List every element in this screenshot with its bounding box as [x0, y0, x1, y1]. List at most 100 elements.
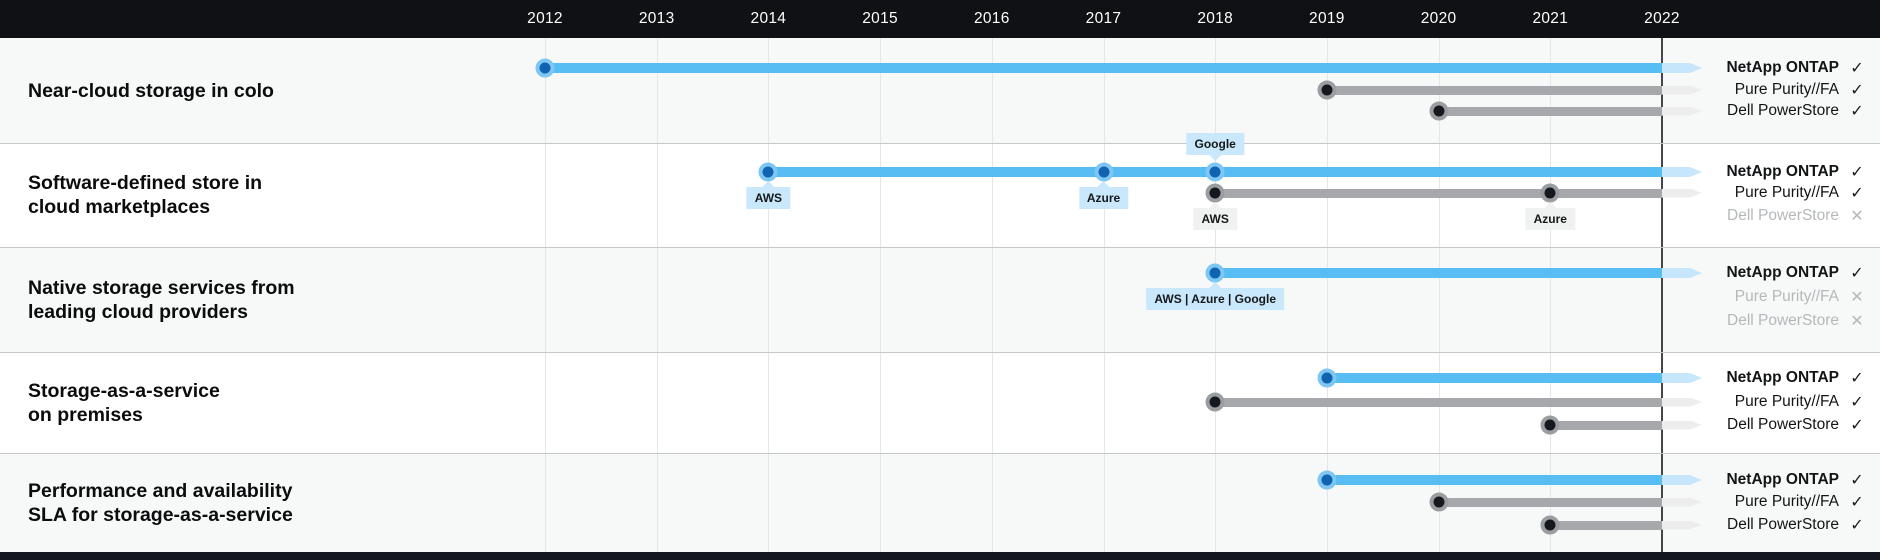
timeline-bar-arrow-tail	[1662, 497, 1702, 507]
grid-line	[545, 38, 546, 552]
vendor-status: Dell PowerStore ✕	[1727, 206, 1866, 226]
grid-line	[880, 38, 882, 552]
timeline-bar-arrow-tail	[1662, 106, 1702, 116]
vendor-status: Dell PowerStore ✓	[1727, 515, 1866, 535]
status-check-icon: ✓	[1850, 394, 1864, 411]
milestone-dot	[1429, 492, 1449, 512]
timeline-bar-competitor	[1550, 420, 1662, 430]
milestone-dot	[1540, 515, 1560, 535]
timeline-bar-competitor	[1215, 188, 1662, 198]
vendor-status: Pure Purity//FA ✓	[1735, 492, 1866, 512]
vendor-status: Pure Purity//FA ✓	[1735, 392, 1866, 412]
year-label: 2013	[638, 10, 675, 27]
grid-line	[1438, 38, 1440, 552]
vendor-status: Dell PowerStore ✕	[1727, 311, 1866, 331]
milestone-tag-pointer	[1209, 155, 1222, 161]
timeline-bar-netapp	[1215, 268, 1662, 278]
status-check-icon: ✓	[1850, 60, 1864, 77]
milestone-tag-pointer	[1209, 282, 1222, 288]
timeline-bar-netapp	[1326, 373, 1662, 383]
milestone-tag: Azure	[1078, 181, 1129, 209]
status-cross-icon: ✕	[1850, 208, 1864, 225]
timeline-bar-arrow-tail	[1662, 268, 1702, 278]
year-label: 2017	[1085, 10, 1122, 27]
milestone-tag: AWS	[746, 181, 791, 209]
status-check-icon: ✓	[1850, 517, 1864, 534]
status-check-icon: ✓	[1850, 370, 1864, 387]
milestone-tag-label: Azure	[1525, 208, 1575, 230]
vendor-status: NetApp ONTAP ✓	[1726, 58, 1866, 78]
timeline-bar-competitor	[1326, 85, 1662, 95]
milestone-tag-pointer	[1209, 202, 1222, 208]
milestone-tag-pointer	[762, 181, 775, 187]
milestone-tag-pointer	[1097, 181, 1110, 187]
timeline-bar-arrow-tail	[1662, 397, 1702, 407]
vendor-label: NetApp ONTAP	[1726, 369, 1839, 386]
milestone-tag-label: AWS	[1193, 208, 1237, 230]
year-label: 2021	[1532, 10, 1569, 27]
vendor-label: NetApp ONTAP	[1726, 163, 1839, 180]
milestone-dot	[758, 162, 778, 182]
year-label: 2022	[1644, 10, 1680, 27]
timeline-bar-competitor	[1550, 520, 1662, 530]
year-label: 2016	[973, 10, 1010, 27]
current-year-line	[1661, 38, 1663, 552]
vendor-label: NetApp ONTAP	[1726, 471, 1839, 488]
milestone-dot	[1205, 392, 1225, 412]
vendor-status: Pure Purity//FA ✓	[1735, 80, 1866, 100]
row-title: Near-cloud storage in colo	[28, 79, 274, 102]
timeline-bar-arrow-tail	[1662, 520, 1702, 530]
vendor-label: NetApp ONTAP	[1726, 264, 1839, 281]
row-separator	[0, 143, 1880, 144]
milestone-tag: AWS	[1193, 202, 1237, 230]
vendor-status: Dell PowerStore ✓	[1727, 415, 1866, 435]
status-cross-icon: ✕	[1850, 289, 1864, 306]
milestone-dot	[1205, 162, 1225, 182]
timeline-bar-arrow-tail	[1662, 167, 1702, 177]
footer-bar	[0, 552, 1880, 560]
status-check-icon: ✓	[1850, 164, 1864, 181]
milestone-tag: Google	[1186, 133, 1244, 161]
milestone-dot	[1205, 263, 1225, 283]
vendor-status: Dell PowerStore ✓	[1727, 101, 1866, 121]
milestone-tag-label: AWS	[746, 187, 791, 209]
vendor-status: Pure Purity//FA ✕	[1735, 287, 1866, 307]
row-separator	[0, 247, 1880, 248]
grid-line	[991, 38, 993, 552]
row-background	[0, 247, 1880, 352]
year-label: 2014	[750, 10, 787, 27]
vendor-label: Dell PowerStore	[1727, 207, 1839, 224]
milestone-tag-pointer	[1544, 202, 1557, 208]
year-label: 2015	[862, 10, 898, 27]
milestone-tag-label: Google	[1186, 133, 1244, 155]
grid-line	[768, 38, 770, 552]
status-check-icon: ✓	[1850, 472, 1864, 489]
vendor-label: Pure Purity//FA	[1734, 393, 1839, 410]
status-cross-icon: ✕	[1850, 313, 1864, 330]
milestone-dot	[1540, 183, 1560, 203]
timeline-bar-arrow-tail	[1662, 420, 1702, 430]
milestone-dot	[1429, 101, 1449, 121]
milestone-dot	[535, 58, 555, 78]
timeline-bar-competitor	[1215, 397, 1662, 407]
timeline-bar-arrow-tail	[1662, 373, 1702, 383]
year-label: 2018	[1197, 10, 1234, 27]
timeline-bar-netapp	[1326, 475, 1662, 485]
status-check-icon: ✓	[1850, 103, 1864, 120]
status-check-icon: ✓	[1850, 82, 1864, 99]
row-title: Native storage services from leading clo…	[28, 276, 295, 323]
grid-line	[1326, 38, 1328, 552]
vendor-label: Dell PowerStore	[1727, 102, 1839, 119]
year-label: 2019	[1309, 10, 1345, 27]
timeline-bar-competitor	[1438, 106, 1662, 116]
status-check-icon: ✓	[1850, 185, 1864, 202]
timeline-bar-arrow-tail	[1662, 63, 1702, 73]
vendor-label: Pure Purity//FA	[1734, 288, 1839, 305]
grid-line	[1103, 38, 1105, 552]
year-label: 2020	[1420, 10, 1457, 27]
milestone-dot	[1317, 368, 1337, 388]
vendor-status: NetApp ONTAP ✓	[1726, 470, 1866, 490]
timeline-bar-netapp	[545, 63, 1662, 73]
row-title: Storage-as-a-service on premises	[28, 379, 220, 426]
